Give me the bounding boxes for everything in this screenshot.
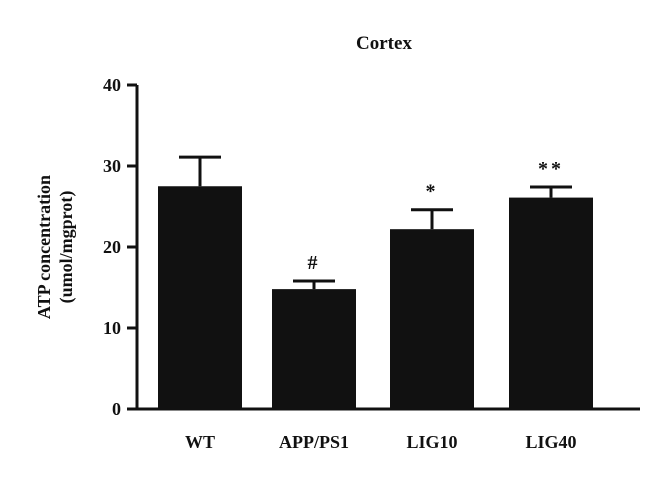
y-tick-label: 0 xyxy=(112,399,121,419)
y-axis-label-line2: (umol/mgprot) xyxy=(56,191,77,304)
y-tick-label: 40 xyxy=(103,75,121,95)
x-tick-label: LIG10 xyxy=(406,432,457,452)
y-tick-label: 10 xyxy=(103,318,121,338)
chart-title: Cortex xyxy=(356,33,412,54)
y-ticks: 0 10 20 30 40 xyxy=(103,75,137,419)
y-tick-label: 30 xyxy=(103,156,121,176)
significance-marker: # xyxy=(308,252,321,274)
x-tick-label: LIG40 xyxy=(525,432,576,452)
error-bars xyxy=(179,155,572,290)
bar-wt xyxy=(158,186,242,409)
bars xyxy=(158,186,593,409)
y-tick-label: 20 xyxy=(103,237,121,257)
significance-marker: * xyxy=(426,181,439,203)
bar-app-ps1 xyxy=(272,289,356,409)
y-axis-label: ATP concentration (umol/mgprot) xyxy=(34,175,77,319)
significance-markers: #*** xyxy=(308,158,564,274)
significance-marker: ** xyxy=(538,158,564,180)
bar-lig10 xyxy=(390,229,474,409)
x-tick-label: APP/PS1 xyxy=(279,432,349,452)
x-tick-label: WT xyxy=(185,432,215,452)
bar-lig40 xyxy=(509,197,593,409)
y-axis-label-line1: ATP concentration xyxy=(34,175,54,319)
x-ticks: WT APP/PS1 LIG10 LIG40 xyxy=(185,432,577,452)
